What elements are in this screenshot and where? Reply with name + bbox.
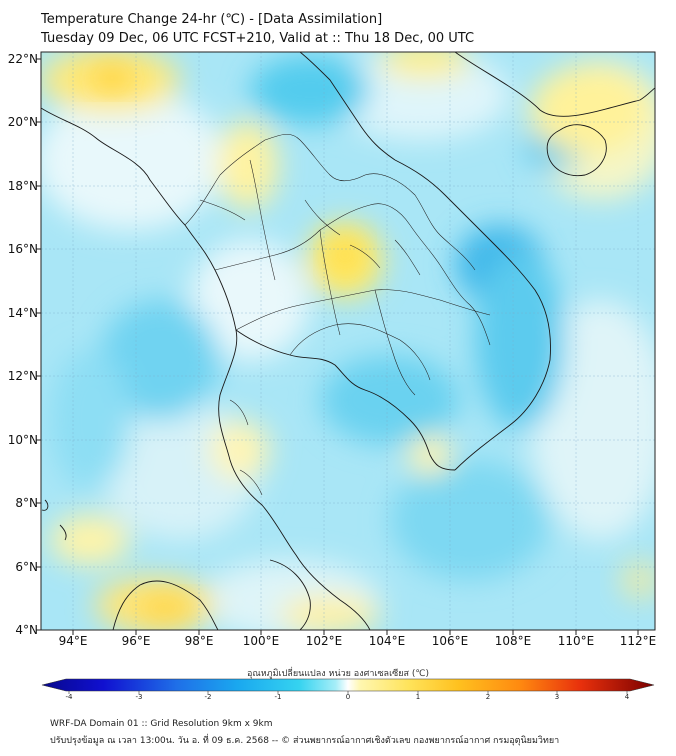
- colorbar-tick-4: 4: [624, 693, 630, 701]
- chart-subtitle: Tuesday 09 Dec, 06 UTC FCST+210, Valid a…: [41, 31, 475, 46]
- footer-credit: ปรับปรุงข้อมูล ณ เวลา 13:00น. วัน อ. ที่…: [50, 736, 560, 746]
- colorbar-title: อุณหภูมิเปลี่ยนแปลง หน่วย องศาเซลเซียส (…: [246, 669, 430, 679]
- lon-label-100e: 100°E: [243, 634, 280, 648]
- colorbar-tick-2: 2: [485, 693, 491, 701]
- lon-label-98e: 98°E: [185, 634, 214, 648]
- latitude-axis: 22°N 20°N 18°N 16°N 14°N 12°N 10°N 8°N 6…: [8, 52, 41, 637]
- lon-label-102e: 102°E: [306, 634, 343, 648]
- lon-label-108e: 108°E: [495, 634, 532, 648]
- lat-label-20n: 20°N: [8, 115, 38, 129]
- lat-label-10n: 10°N: [8, 433, 38, 447]
- colorbar-tick-neg3: -3: [135, 693, 143, 701]
- lat-label-22n: 22°N: [8, 52, 38, 66]
- graticule: [41, 52, 655, 630]
- longitude-axis: 94°E 96°E 98°E 100°E 102°E 104°E 106°E 1…: [59, 630, 657, 648]
- temperature-field: [41, 52, 655, 630]
- lon-label-106e: 106°E: [432, 634, 469, 648]
- lon-label-104e: 104°E: [369, 634, 406, 648]
- lon-label-96e: 96°E: [122, 634, 151, 648]
- lat-label-12n: 12°N: [8, 369, 38, 383]
- lon-label-112e: 112°E: [620, 634, 657, 648]
- colorbar-tick-0: 0: [345, 693, 351, 701]
- colorbar-tick-neg1: -1: [274, 693, 282, 701]
- lat-label-16n: 16°N: [8, 242, 38, 256]
- colorbar-tick-neg2: -2: [204, 693, 212, 701]
- lat-label-6n: 6°N: [15, 560, 38, 574]
- footer-model-info: WRF-DA Domain 01 :: Grid Resolution 9km …: [50, 719, 273, 729]
- colorbar-tick-neg4: -4: [65, 693, 73, 701]
- lon-label-110e: 110°E: [558, 634, 595, 648]
- admin-borders: [184, 134, 491, 496]
- colorbar-tick-3: 3: [554, 693, 560, 701]
- lat-label-8n: 8°N: [15, 496, 38, 510]
- colorbar: [41, 678, 655, 694]
- chart-title: Temperature Change 24-hr (℃) - [Data Ass…: [41, 12, 383, 27]
- lat-label-18n: 18°N: [8, 179, 38, 193]
- lat-label-14n: 14°N: [8, 306, 38, 320]
- map-frame: [40, 51, 656, 631]
- lon-label-94e: 94°E: [59, 634, 88, 648]
- lat-label-4n: 4°N: [15, 623, 38, 637]
- colorbar-tick-1: 1: [415, 693, 421, 701]
